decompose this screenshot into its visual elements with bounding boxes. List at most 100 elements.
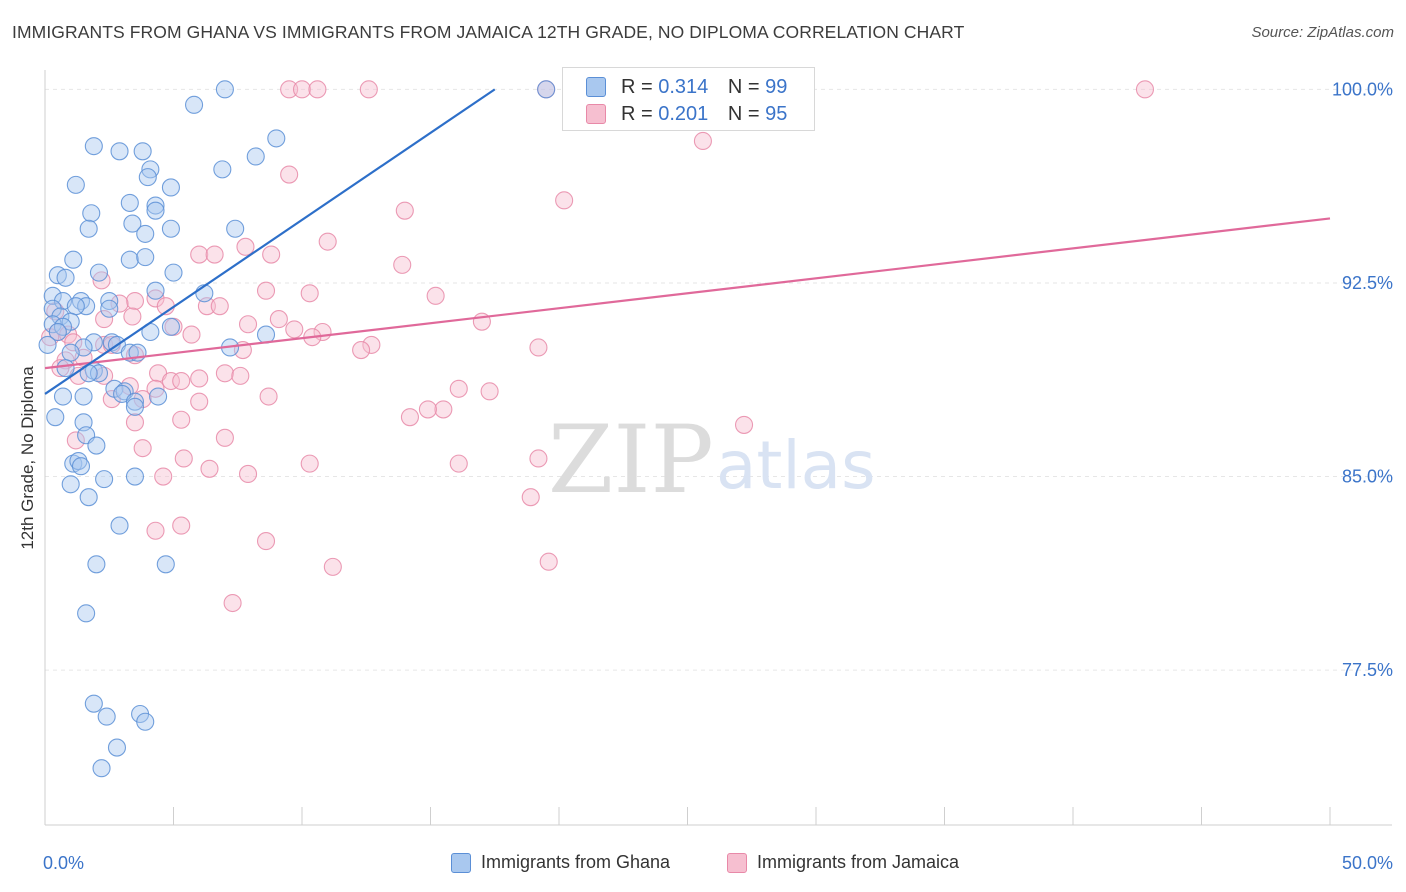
jamaica-point (734, 415, 754, 434)
jamaica-n-value: 95 (765, 102, 788, 125)
ghana-point (79, 488, 98, 507)
ghana-point (66, 175, 85, 194)
ghana-r-value: 0.314 (658, 75, 709, 98)
ghana-point (92, 759, 111, 778)
jamaica-point (95, 310, 114, 329)
ghana-point (110, 142, 129, 161)
jamaica-point (434, 400, 453, 419)
ghana-point (156, 555, 175, 574)
ghana-point (84, 333, 103, 352)
ghana-point (133, 142, 152, 161)
ghana-point (56, 359, 75, 378)
ghana-point (123, 214, 142, 233)
ghana-trend-line (44, 88, 496, 395)
ghana-point (87, 555, 106, 574)
ghana-point (77, 604, 96, 623)
ghana-point (161, 178, 180, 197)
ghana-point (215, 80, 234, 99)
jamaica-point (362, 335, 381, 354)
jamaica-point (66, 431, 85, 450)
jamaica-point (352, 341, 371, 360)
stats-legend: R = 0.314 N = 99 R = 0.201 N = 95 (562, 67, 815, 131)
ghana-point (84, 137, 103, 156)
jamaica-point (400, 408, 419, 427)
jamaica-point (125, 291, 144, 311)
jamaica-point (174, 449, 193, 468)
jamaica-swatch (586, 104, 606, 124)
ghana-n-value: 99 (765, 75, 788, 98)
ghana-point (125, 397, 144, 416)
jamaica-point (172, 371, 191, 391)
ghana-point (256, 325, 276, 344)
jamaica-point (1135, 80, 1155, 99)
ghana-point (146, 281, 165, 300)
ghana-point (89, 263, 109, 282)
ghana-point (51, 307, 70, 326)
legend-item-jamaica[interactable]: Immigrants from Jamaica (727, 852, 959, 873)
ghana-point (71, 291, 91, 311)
ghana-point (95, 470, 114, 489)
jamaica-stats: R = 0.201 N = 95 (621, 103, 787, 126)
jamaica-point (269, 310, 288, 329)
ghana-point (87, 436, 106, 455)
jamaica-point (521, 488, 540, 507)
ghana-point (71, 457, 91, 476)
ghana-point (161, 219, 180, 238)
ghana-point (110, 516, 129, 535)
ghana-point (46, 408, 65, 427)
jamaica-trend-line (44, 217, 1331, 370)
ghana-point (82, 204, 101, 223)
legend-swatch-jamaica (727, 852, 747, 873)
jamaica-point (480, 382, 499, 401)
jamaica-r-value: 0.201 (658, 102, 709, 125)
ghana-point (185, 95, 204, 114)
tick-labels: 77.5% 85.0% 92.5% 100.0% 0.0% 50.0% (43, 79, 1393, 873)
watermark-zip: ZIP (548, 406, 714, 515)
ghana-point (125, 392, 144, 411)
source-note: Source: ZipAtlas.com (1251, 24, 1394, 41)
trend-lines (44, 88, 1331, 395)
jamaica-point (123, 307, 142, 326)
jamaica-point (172, 410, 191, 429)
jamaica-point (529, 449, 548, 468)
legend-label-jamaica: Immigrants from Jamaica (757, 852, 960, 872)
ghana-r-label: R = (621, 75, 653, 98)
ghana-point (107, 738, 127, 757)
jamaica-point (359, 80, 378, 99)
y-tick-label: 85.0% (1342, 467, 1393, 487)
ghana-point (38, 335, 57, 354)
jamaica-point (125, 346, 144, 365)
ghana-point (53, 387, 73, 406)
jamaica-point (308, 80, 327, 99)
ghana-point (246, 147, 265, 166)
series-ghana-points (38, 80, 556, 778)
jamaica-point (190, 369, 209, 388)
jamaica-point (95, 366, 114, 385)
legend-item-ghana[interactable]: Immigrants from Ghana (451, 852, 670, 873)
jamaica-point (146, 289, 165, 308)
ghana-point (69, 452, 88, 471)
jamaica-point (262, 245, 281, 264)
ghana-point (66, 297, 85, 316)
ghana-point (48, 322, 67, 342)
jamaica-point (236, 237, 255, 256)
jamaica-point (146, 521, 165, 540)
jamaica-point (64, 333, 83, 352)
ghana-point (161, 317, 180, 336)
jamaica-point (200, 459, 219, 478)
ghana-point (97, 707, 116, 726)
jamaica-point (393, 255, 412, 274)
jamaica-point (256, 532, 276, 551)
ghana-point (100, 291, 119, 311)
ghana-point (79, 219, 98, 238)
ghana-point (267, 129, 286, 148)
jamaica-point (154, 467, 173, 486)
ghana-point (53, 317, 73, 336)
axes (44, 70, 1392, 826)
jamaica-n-label: N = (727, 102, 760, 125)
jamaica-point (182, 325, 201, 344)
ghana-point (164, 263, 183, 282)
jamaica-point (280, 165, 299, 184)
y-axis-label: 12th Grade, No Diploma (18, 366, 37, 550)
jamaica-point (300, 284, 319, 303)
